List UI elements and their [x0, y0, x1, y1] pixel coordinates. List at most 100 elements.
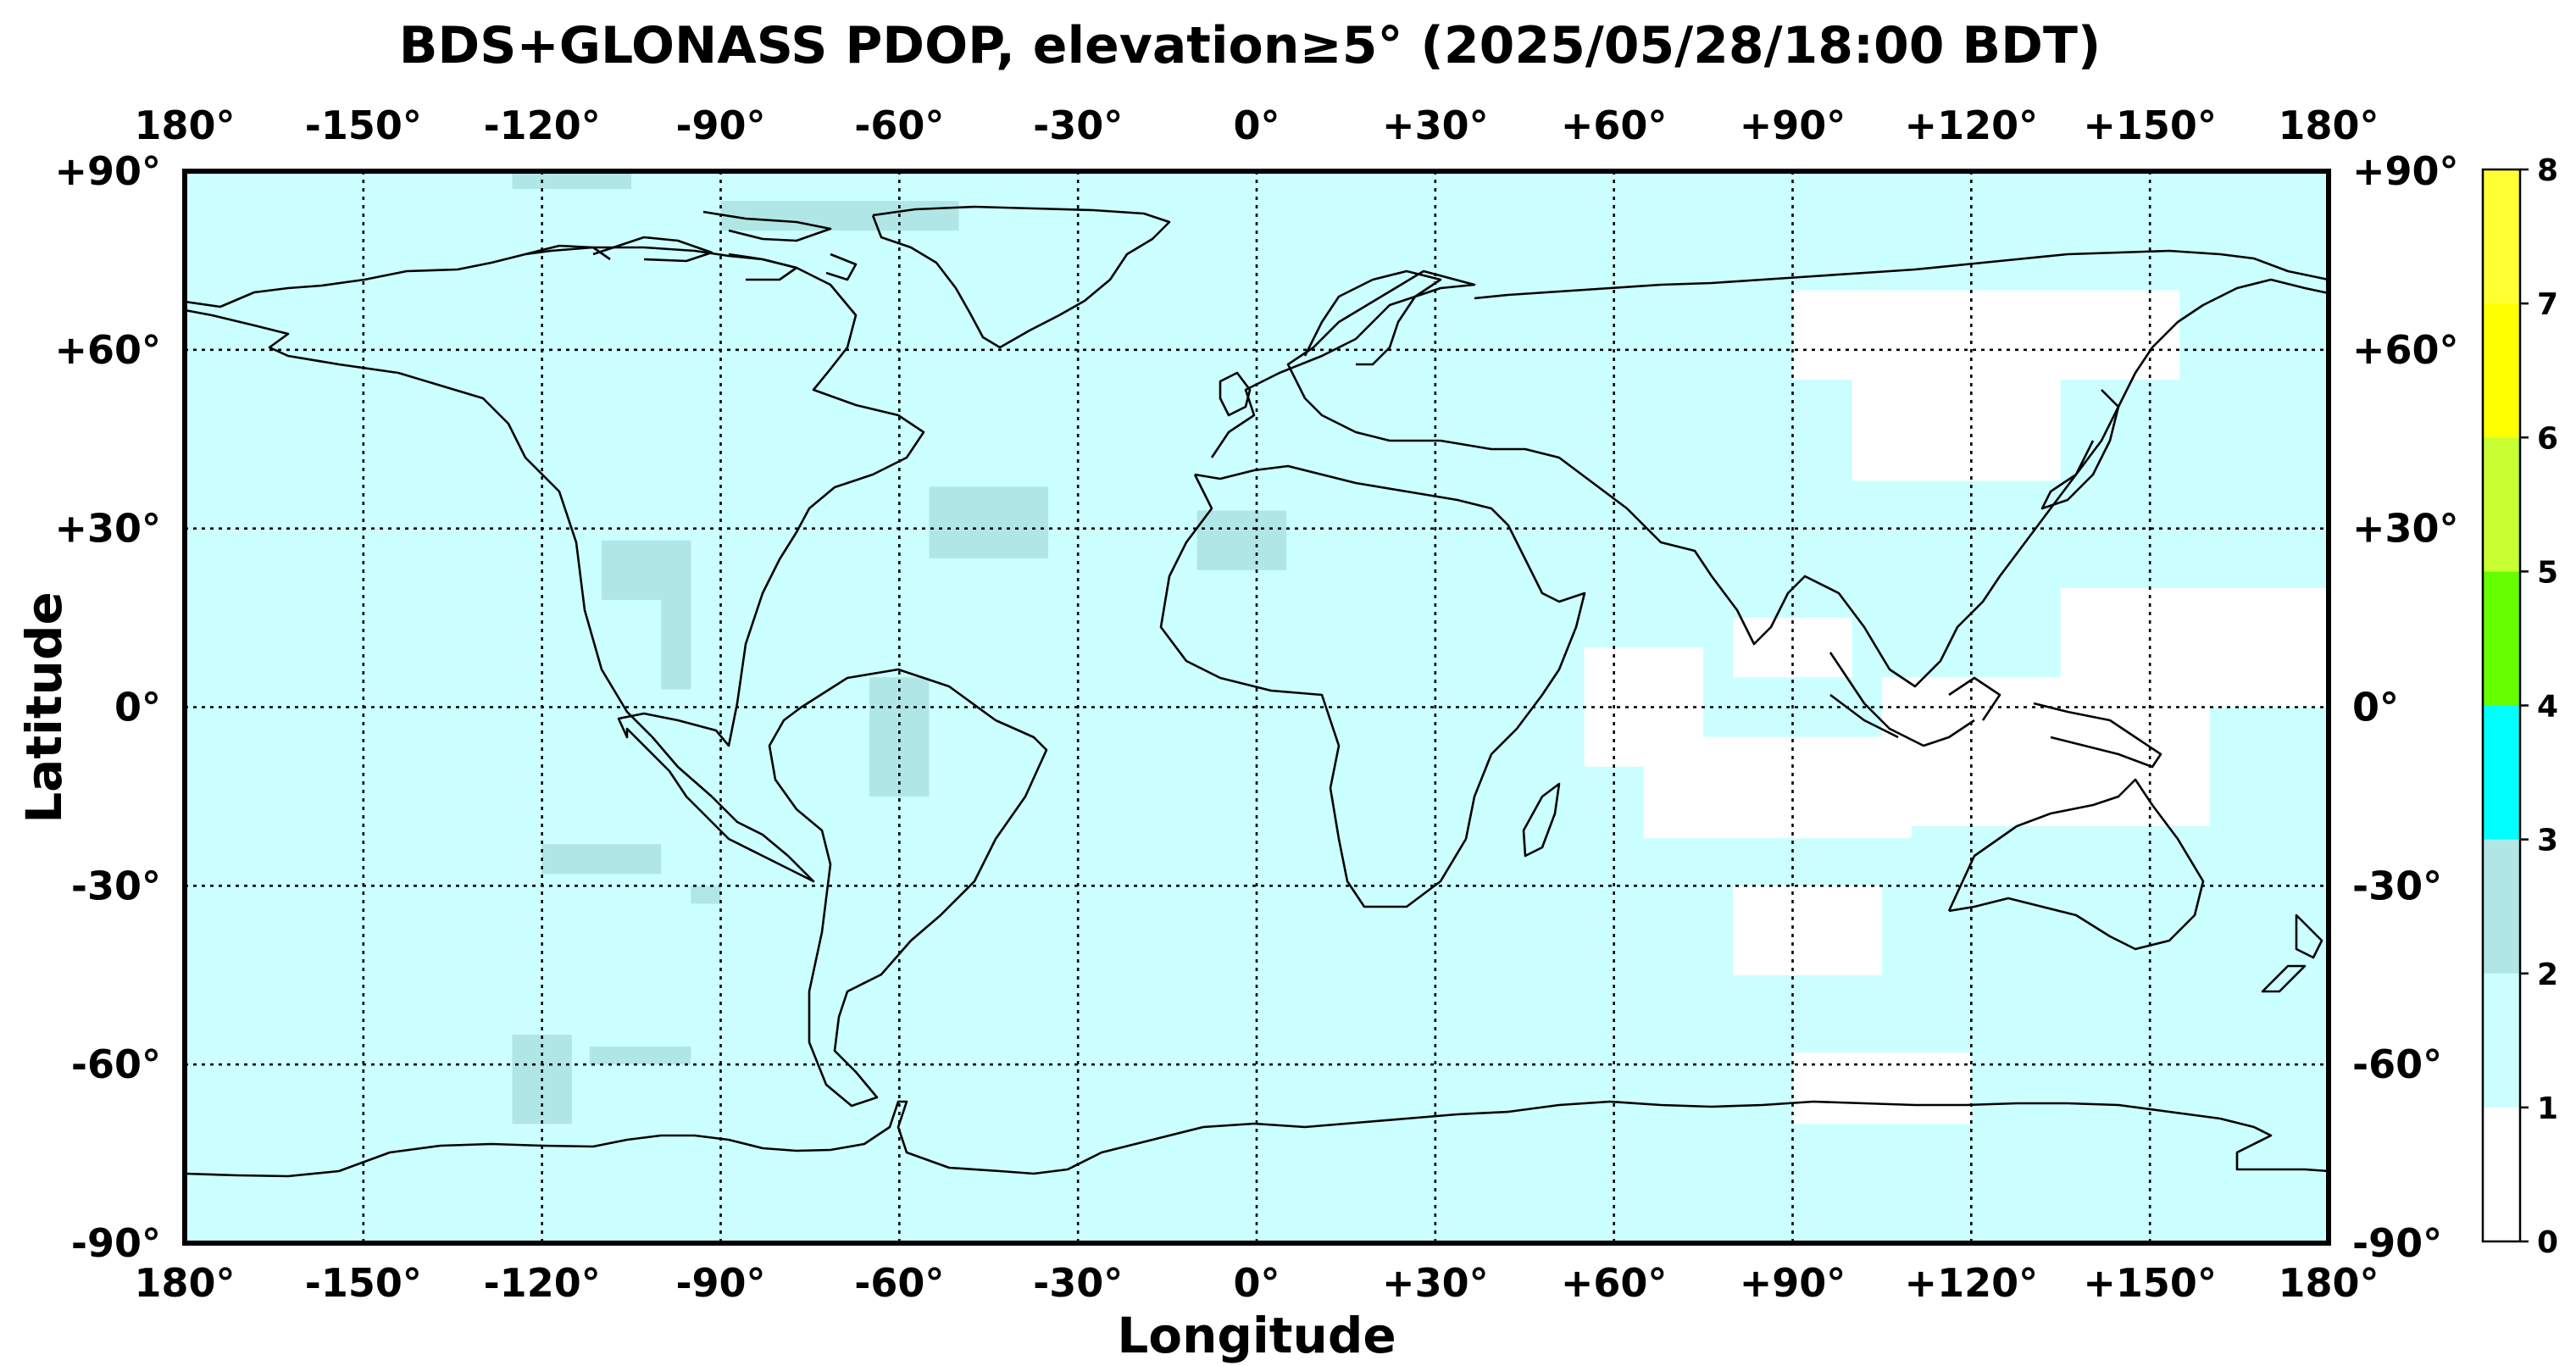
lon-tick-labels-top: 180° -150° -120° -90° -60° -30° 0° +30° +60° +90°…: [134, 103, 2379, 148]
lat-tick-labels-left: +90° +60° +30° 0° -30° -60° -90°: [54, 148, 161, 1266]
lat-tick-label: 0°: [114, 685, 161, 730]
pdop-region-13: [929, 486, 1049, 558]
lon-tick-label: +30°: [1382, 103, 1489, 148]
coastline-africa-europe: [1159, 464, 1586, 908]
lat-tick-label: -30°: [71, 863, 161, 908]
lon-tick-labels-bottom: 180° -150° -120° -90° -60° -30° 0° +30° +60° +90°…: [134, 1260, 2379, 1306]
pdop-region-11: [541, 844, 662, 875]
lon-tick-label: +60°: [1561, 1260, 1668, 1306]
coastline-greenland: [871, 205, 1171, 349]
colorbar-tick-label: 2: [2537, 958, 2558, 992]
lon-tick-label: 180°: [134, 1260, 235, 1306]
pdop-region-15: [601, 540, 691, 600]
lon-tick-label: 0°: [1233, 103, 1280, 148]
colorbar-level-6: [2483, 303, 2520, 438]
colorbar-tick-label: 3: [2537, 824, 2558, 858]
lat-tick-label: +60°: [54, 327, 161, 373]
y-axis-label: Latitude: [15, 591, 73, 824]
coastlines: [184, 205, 2329, 1178]
pdop-region-14: [1196, 510, 1287, 570]
lat-tick-label: +90°: [54, 148, 161, 194]
coastline-south-america: [768, 668, 1048, 1108]
pdop-region-8: [1792, 1052, 1972, 1124]
lon-tick-label: 180°: [2278, 103, 2379, 148]
colorbar-level-4: [2483, 571, 2520, 706]
coastline-eurasia: [1210, 249, 2329, 688]
lat-tick-label: +30°: [2352, 506, 2459, 552]
colorbar-level-3: [2483, 705, 2520, 840]
coastline-antarctica: [184, 1100, 2329, 1178]
colorbar-tick-label: 0: [2537, 1225, 2558, 1260]
colorbar: 0 1 2 3 4 5 6 7 8: [2481, 153, 2558, 1260]
pdop-region-10: [589, 1047, 691, 1065]
coastline-uk: [1219, 371, 1252, 417]
pdop-region-18: [512, 171, 632, 190]
lon-tick-label: +150°: [2083, 1260, 2217, 1306]
lat-tick-label: +30°: [54, 506, 161, 552]
lat-tick-label: -30°: [2352, 863, 2442, 908]
coastline-madagascar: [1522, 782, 1561, 858]
colorbar-tick-label: 8: [2537, 153, 2558, 188]
lon-tick-label: +150°: [2083, 103, 2217, 148]
pdop-region-12: [869, 677, 930, 797]
pdop-region-0: [1792, 290, 2180, 380]
lat-tick-label: -90°: [2352, 1220, 2442, 1266]
lon-tick-label: -30°: [1033, 103, 1123, 148]
colorbar-tick-label: 5: [2537, 555, 2558, 590]
lon-tick-label: -120°: [484, 103, 601, 148]
lon-tick-label: +90°: [1740, 103, 1846, 148]
lon-tick-label: -60°: [854, 103, 944, 148]
lon-tick-label: -150°: [305, 103, 422, 148]
coastline-north-america: [184, 246, 925, 883]
lon-tick-label: +120°: [1905, 103, 2039, 148]
lon-tick-label: 180°: [2278, 1260, 2379, 1306]
pdop-region-3: [1643, 736, 1913, 839]
lon-tick-label: +90°: [1740, 1260, 1846, 1306]
pdop-region-4: [1733, 886, 1882, 975]
lat-tick-label: +90°: [2352, 148, 2459, 194]
map-frame: [182, 169, 2331, 1246]
colorbar-level-2: [2483, 839, 2520, 974]
lat-tick-labels-right: +90° +60° +30° 0° -30° -60° -90°: [2352, 148, 2459, 1266]
colorbar-tick-label: 4: [2537, 690, 2558, 725]
lon-tick-label: 0°: [1233, 1260, 1280, 1306]
colorbar-tick-label: 1: [2537, 1091, 2558, 1126]
pdop-region-17: [720, 201, 959, 231]
pdop-region-16: [661, 600, 691, 690]
lat-tick-label: -90°: [71, 1220, 161, 1266]
coastline-australia: [1947, 778, 2205, 951]
lat-tick-label: 0°: [2352, 685, 2399, 730]
coastline-scandinavia: [1303, 269, 1442, 366]
lon-tick-label: +60°: [1561, 103, 1668, 148]
coastline-japan: [2040, 389, 2120, 510]
pdop-region-6: [2060, 587, 2329, 708]
colorbar-level-1: [2483, 973, 2520, 1108]
colorbar-level-0: [2483, 1107, 2520, 1241]
colorbar-tick-label: 7: [2537, 287, 2558, 322]
lon-tick-label: -150°: [305, 1260, 422, 1306]
coastline-southeast-asia: [1829, 652, 2162, 769]
chart-title: BDS+GLONASS PDOP, elevation≥5° (2025/05/…: [399, 16, 2101, 75]
map-area: [182, 169, 2331, 1246]
lon-tick-label: -90°: [675, 103, 765, 148]
colorbar-level-7: [2483, 169, 2520, 304]
lon-tick-label: -90°: [675, 1260, 765, 1306]
pdop-region-1: [1852, 379, 2061, 481]
x-axis-label: Longitude: [1117, 1307, 1396, 1364]
coastline-arctic-islands: [525, 210, 858, 281]
grid-lines: [185, 171, 2329, 1243]
lon-tick-label: +30°: [1382, 1260, 1489, 1306]
lon-tick-label: 180°: [134, 103, 235, 148]
colorbar-level-5: [2483, 437, 2520, 572]
lon-tick-label: -120°: [484, 1260, 601, 1306]
lon-tick-label: -30°: [1033, 1260, 1123, 1306]
lon-tick-label: -60°: [854, 1260, 944, 1306]
colorbar-tick-label: 6: [2537, 421, 2558, 456]
lon-tick-label: +120°: [1905, 1260, 2039, 1306]
lat-tick-label: +60°: [2352, 327, 2459, 373]
pdop-region-19: [691, 886, 721, 904]
lat-tick-label: -60°: [2352, 1041, 2442, 1087]
lat-tick-label: -60°: [71, 1041, 161, 1087]
coastline-new-zealand: [2261, 913, 2323, 993]
